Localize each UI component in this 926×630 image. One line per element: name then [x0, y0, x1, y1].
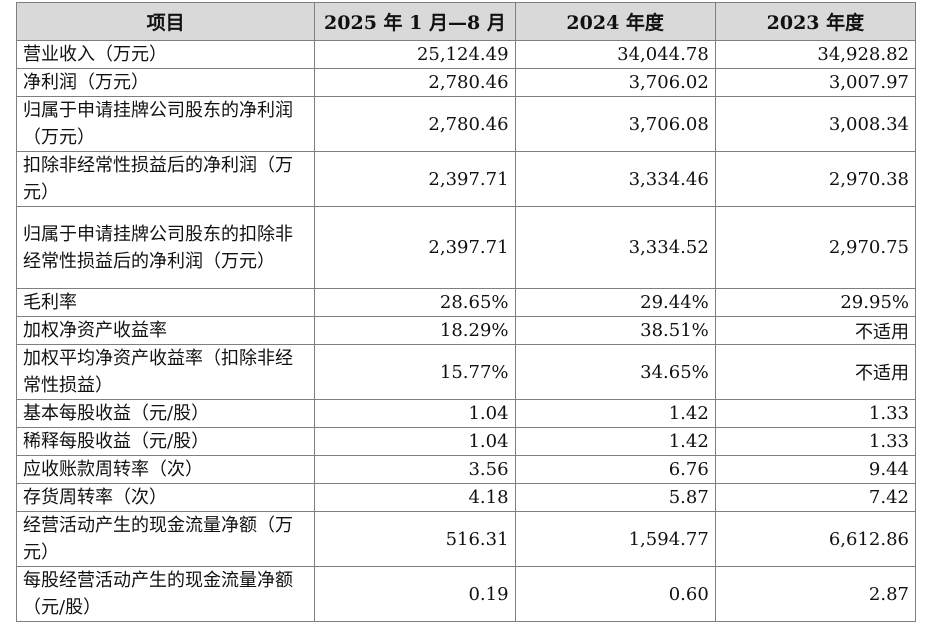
header-2025-jan-aug: 2025 年 1 月—8 月	[314, 2, 516, 41]
cell-2025: 15.77%	[314, 344, 516, 400]
cell-2023: 不适用	[714, 316, 917, 345]
cell-2025: 2,397.71	[314, 151, 516, 207]
table-row: 应收账款周转率（次） 3.56 6.76 9.44	[15, 455, 917, 484]
cell-2023: 2,970.38	[714, 151, 917, 207]
header-2023: 2023 年度	[714, 2, 917, 41]
cell-2023: 2.87	[714, 566, 917, 622]
table-row: 净利润（万元） 2,780.46 3,706.02 3,007.97	[15, 68, 917, 97]
cell-2024: 38.51%	[514, 316, 716, 345]
row-label: 存货周转率（次）	[15, 483, 316, 512]
table-row: 每股经营活动产生的现金流量净额（元/股） 0.19 0.60 2.87	[15, 566, 917, 622]
cell-2024: 1.42	[514, 399, 716, 428]
cell-2025: 0.19	[314, 566, 516, 622]
header-2024: 2024 年度	[514, 2, 716, 41]
cell-2023: 1.33	[714, 399, 917, 428]
header-item: 项目	[15, 2, 316, 41]
cell-2025: 3.56	[314, 455, 516, 484]
cell-2025: 2,397.71	[314, 206, 516, 289]
cell-2024: 3,706.08	[514, 96, 716, 152]
cell-2023: 9.44	[714, 455, 917, 484]
row-label: 归属于申请挂牌公司股东的净利润（万元）	[15, 96, 316, 152]
table-row: 经营活动产生的现金流量净额（万元） 516.31 1,594.77 6,612.…	[15, 511, 917, 567]
cell-2023: 29.95%	[714, 288, 917, 317]
cell-2023: 不适用	[714, 344, 917, 400]
table-row: 稀释每股收益（元/股） 1.04 1.42 1.33	[15, 427, 917, 456]
cell-2025: 28.65%	[314, 288, 516, 317]
row-label: 加权平均净资产收益率（扣除非经常性损益）	[15, 344, 316, 400]
cell-2024: 0.60	[514, 566, 716, 622]
cell-2024: 5.87	[514, 483, 716, 512]
cell-2025: 2,780.46	[314, 96, 516, 152]
table-row: 归属于申请挂牌公司股东的净利润（万元） 2,780.46 3,706.08 3,…	[15, 96, 917, 152]
cell-2024: 1.42	[514, 427, 716, 456]
cell-2023: 2,970.75	[714, 206, 917, 289]
cell-2025: 25,124.49	[314, 40, 516, 69]
table-row: 扣除非经常性损益后的净利润（万元） 2,397.71 3,334.46 2,97…	[15, 151, 917, 207]
cell-2025: 1.04	[314, 399, 516, 428]
cell-2024: 3,334.52	[514, 206, 716, 289]
row-label: 营业收入（万元）	[15, 40, 316, 69]
row-label: 毛利率	[15, 288, 316, 317]
table-row: 营业收入（万元） 25,124.49 34,044.78 34,928.82	[15, 40, 917, 69]
cell-2023: 7.42	[714, 483, 917, 512]
financial-indicators-table: 项目 2025 年 1 月—8 月 2024 年度 2023 年度 营业收入（万…	[15, 2, 917, 622]
row-label: 稀释每股收益（元/股）	[15, 427, 316, 456]
cell-2023: 3,007.97	[714, 68, 917, 97]
cell-2025: 18.29%	[314, 316, 516, 345]
row-label: 每股经营活动产生的现金流量净额（元/股）	[15, 566, 316, 622]
table-row: 加权平均净资产收益率（扣除非经常性损益） 15.77% 34.65% 不适用	[15, 344, 917, 400]
cell-2024: 29.44%	[514, 288, 716, 317]
row-label: 净利润（万元）	[15, 68, 316, 97]
table-row: 归属于申请挂牌公司股东的扣除非经常性损益后的净利润（万元） 2,397.71 3…	[15, 206, 917, 289]
cell-2024: 34.65%	[514, 344, 716, 400]
cell-2023: 6,612.86	[714, 511, 917, 567]
cell-2024: 3,334.46	[514, 151, 716, 207]
table-row: 毛利率 28.65% 29.44% 29.95%	[15, 288, 917, 317]
row-label: 归属于申请挂牌公司股东的扣除非经常性损益后的净利润（万元）	[15, 206, 316, 289]
cell-2025: 2,780.46	[314, 68, 516, 97]
cell-2023: 1.33	[714, 427, 917, 456]
row-label: 扣除非经常性损益后的净利润（万元）	[15, 151, 316, 207]
table-row: 存货周转率（次） 4.18 5.87 7.42	[15, 483, 917, 512]
table-row: 基本每股收益（元/股） 1.04 1.42 1.33	[15, 399, 917, 428]
row-label: 应收账款周转率（次）	[15, 455, 316, 484]
row-label: 加权净资产收益率	[15, 316, 316, 345]
cell-2025: 1.04	[314, 427, 516, 456]
cell-2024: 1,594.77	[514, 511, 716, 567]
cell-2023: 3,008.34	[714, 96, 917, 152]
table-row: 加权净资产收益率 18.29% 38.51% 不适用	[15, 316, 917, 345]
cell-2025: 4.18	[314, 483, 516, 512]
row-label: 基本每股收益（元/股）	[15, 399, 316, 428]
cell-2023: 34,928.82	[714, 40, 917, 69]
row-label: 经营活动产生的现金流量净额（万元）	[15, 511, 316, 567]
cell-2024: 34,044.78	[514, 40, 716, 69]
cell-2024: 6.76	[514, 455, 716, 484]
cell-2025: 516.31	[314, 511, 516, 567]
cell-2024: 3,706.02	[514, 68, 716, 97]
table-header-row: 项目 2025 年 1 月—8 月 2024 年度 2023 年度	[15, 2, 917, 41]
